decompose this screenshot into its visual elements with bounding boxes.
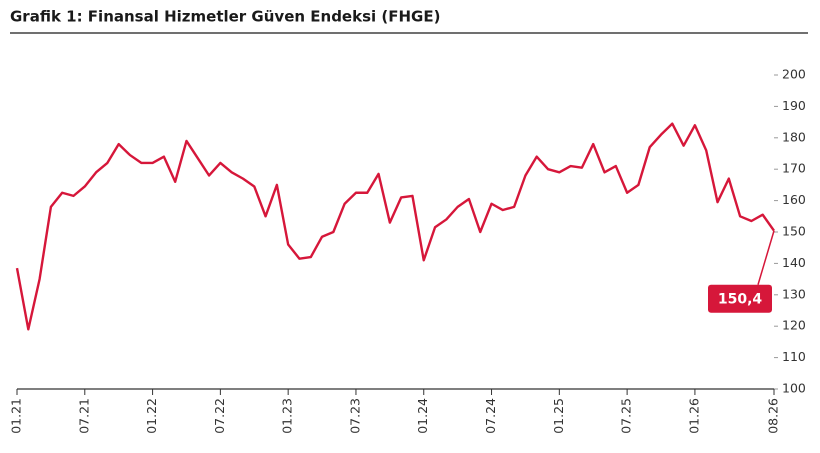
x-tick-label: 07.23 [347, 398, 362, 434]
line [15, 122, 775, 331]
chart-title: Grafik 1: Finansal Hizmetler Güven Endek… [10, 8, 440, 26]
x-tick-label: 07.22 [212, 398, 227, 434]
y-tick-label: 120 [782, 318, 806, 333]
y-tick-label: 190 [782, 98, 806, 113]
x-tick-label: 01.22 [144, 398, 159, 434]
y-tick-label: 200 [782, 67, 806, 82]
x-tick-label: 01.25 [551, 398, 566, 434]
x-tick-label: 08.26 [766, 398, 781, 434]
y-tick-label: 130 [782, 286, 806, 301]
x-tick-label: 07.25 [619, 398, 634, 434]
y-tick-label: 160 [782, 192, 806, 207]
value-label: 150,4 [718, 292, 763, 308]
y-tick-label: 180 [782, 129, 806, 144]
x-tick-label: 01.26 [686, 398, 701, 434]
x-tick-label: 01.23 [280, 398, 295, 434]
y-tick-label: 170 [782, 161, 806, 176]
x-tick-label: 07.21 [76, 398, 91, 434]
x-tick-label: 07.24 [483, 398, 498, 434]
y-tick-label: 100 [782, 381, 806, 396]
y-tick-label: 140 [782, 255, 806, 270]
x-tick-label: 01.24 [415, 398, 430, 434]
callout-leader [757, 230, 775, 285]
x-tick-label: 01.21 [9, 398, 24, 434]
y-tick-label: 110 [782, 349, 806, 364]
y-tick-label: 150 [782, 224, 806, 239]
callout-box [708, 284, 772, 313]
